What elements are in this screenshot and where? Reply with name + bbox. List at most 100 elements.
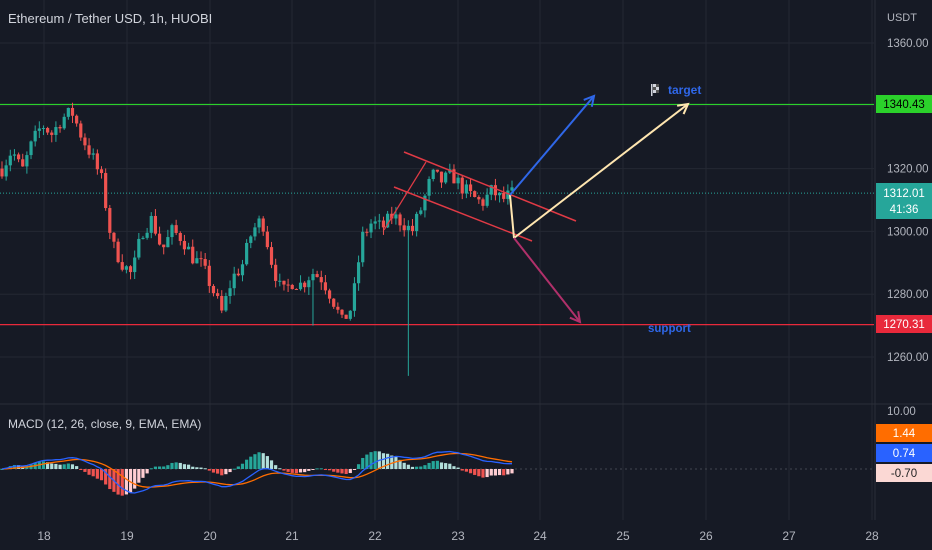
candle-body [182,240,187,250]
candle-body [75,115,79,124]
channel-connector [383,161,427,231]
time-tick-label: 28 [865,529,879,543]
candle-body [398,214,402,226]
macd-histogram-bar [124,469,128,495]
candle-body [220,295,224,311]
macd-histogram-bar [232,468,236,470]
macd-histogram-bar [240,463,245,469]
resistance-badge: 1340.43 [876,95,932,113]
candle-body [323,282,328,291]
axes: 1360.001340.001320.001300.001280.001260.… [37,38,928,543]
time-tick-label: 22 [368,529,382,543]
candle-body [286,284,290,286]
macd-histogram-bar [145,469,149,474]
resistance-badge-text: 1340.43 [883,99,925,111]
macd-histogram-bar [381,453,386,469]
candle-body [303,282,307,288]
macd-histogram-bar [108,469,112,490]
candle-body [307,280,311,288]
current-price-badge: 1312.01 41:36 [876,183,932,219]
candle-body [79,123,83,138]
candle-body [344,314,348,319]
macd-histogram-value: 1.44 [893,428,916,440]
macd-histogram-bar [269,460,274,469]
candle-body [456,177,460,184]
macd-histogram-bar [361,457,365,469]
macd-histogram-bar [336,469,340,473]
support-label: support [648,323,691,335]
horizontal-levels [0,103,874,326]
macd-histogram-bar [157,466,162,469]
candle-body [477,197,481,200]
macd-histogram-bar [203,468,207,470]
candle-body [37,128,41,131]
macd-histogram-bar [332,469,336,472]
macd-signal-line [1,452,513,488]
flag-icon [651,84,659,96]
macd-histogram-bar [419,466,423,469]
macd-histogram-bar [365,454,369,469]
target-arrow-head [676,102,690,115]
candle-body [186,246,191,250]
candle-body [33,130,37,142]
candle-body [340,309,344,315]
macd-line-badge: 0.74 [876,444,932,462]
time-tick-label: 21 [285,529,299,543]
currency-label: USDT [887,12,917,24]
macd-histogram-bar [410,466,415,469]
candle-body [506,190,510,199]
candle-body [485,194,489,206]
grid [0,0,932,520]
macd-histogram-badge: 1.44 [876,424,932,442]
macd-histogram-bar [99,469,104,481]
candle-body [224,296,228,311]
candle-body [497,192,502,196]
macd-title: MACD (12, 26, close, 9, EMA, EMA) [8,417,201,431]
candle-body [83,137,87,146]
candle-body [116,241,120,263]
macd-histogram-bar [166,465,170,469]
macd-histogram-bar [423,465,427,469]
time-tick-label: 23 [451,529,465,543]
macd-histogram-bar [394,456,398,469]
macd-signal-badge: -0.70 [876,464,932,482]
macd-histogram-bar [162,466,166,469]
candle-body [12,154,17,156]
candle-body [124,266,128,270]
candle-body [356,262,361,284]
candle-body [253,227,257,237]
macd-line [1,450,512,494]
candle-body [249,236,253,243]
macd-histogram-bar [444,463,448,469]
macd-histogram-bar [298,469,303,473]
candle-body [464,184,468,194]
candle-body [427,179,431,196]
candle-body [348,310,352,319]
candle-body [66,107,70,117]
macd-histogram-bar [506,469,510,475]
macd-histogram-bar [12,465,17,469]
breakout-arrow [509,95,595,196]
macd-signal-value: -0.70 [891,468,917,480]
macd-histogram-bar [294,469,298,474]
macd-histogram-bar [348,469,352,474]
candle-body [207,265,211,286]
candle-body [352,283,357,311]
candle-body [232,273,236,289]
candle-body [70,107,75,116]
candle-body [410,225,415,232]
macd-histogram-bar [75,466,79,469]
macd-histogram-bar [46,462,50,469]
time-tick-label: 24 [533,529,547,543]
candle-body [452,169,456,184]
candle-body [91,153,95,155]
candle-body [406,225,410,231]
candle-body [257,218,261,228]
breakdown-arrow [513,237,581,323]
macd-histogram-bar [344,469,348,474]
candle-body [240,264,245,276]
candle-body [245,242,249,265]
macd-histogram-bar [199,467,203,469]
macd-histogram-bar [311,469,315,470]
